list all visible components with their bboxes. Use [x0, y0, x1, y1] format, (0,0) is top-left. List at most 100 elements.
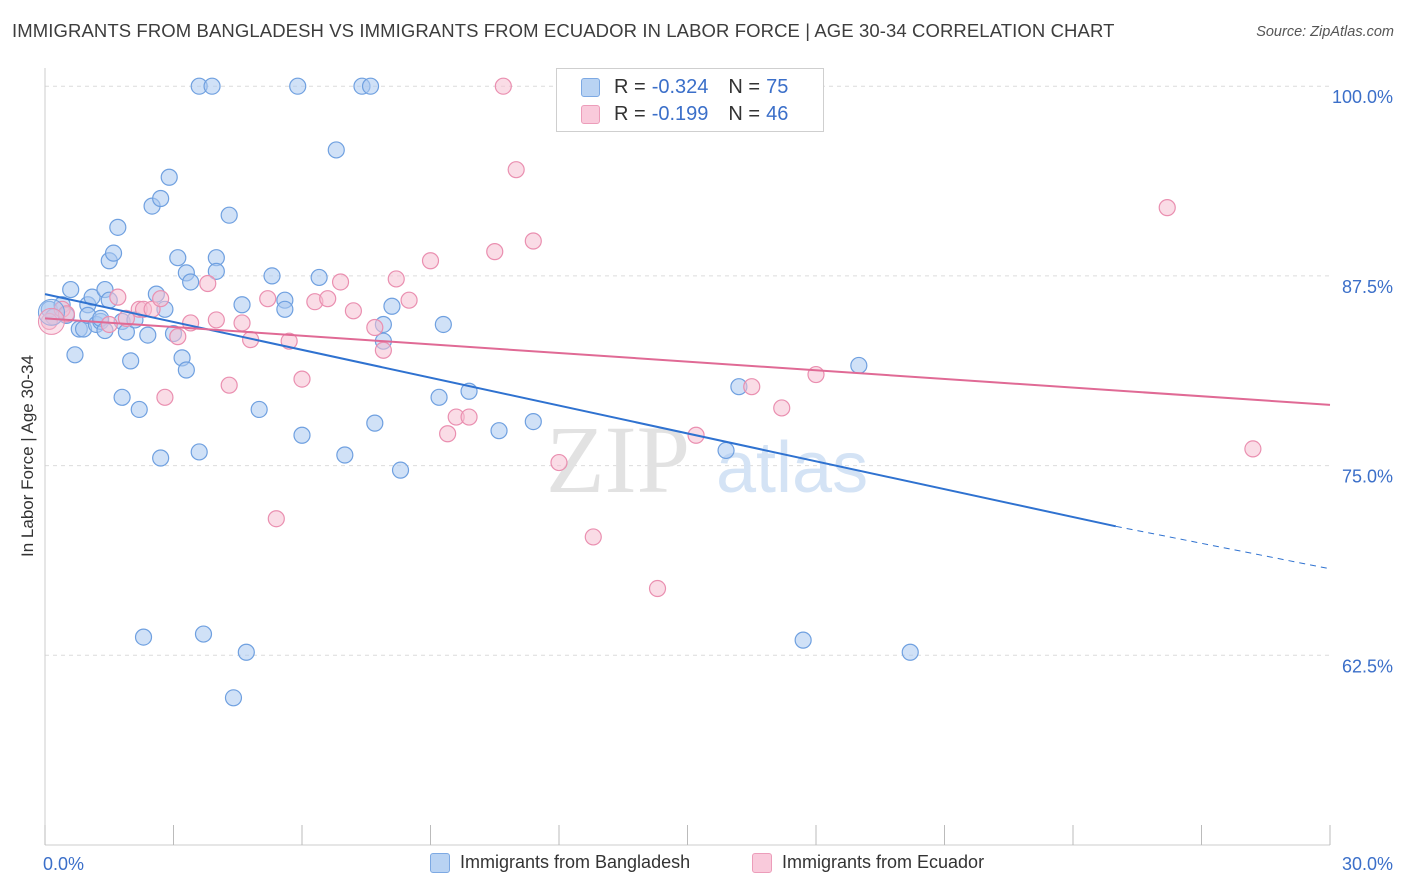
point-bangladesh: [190, 443, 208, 461]
point-bangladesh: [794, 631, 812, 649]
point-ecuador: [1244, 440, 1262, 458]
grid-lines: [45, 85, 1330, 656]
y-axis-label: In Labor Force | Age 30-34: [18, 355, 37, 557]
point-ecuador: [524, 232, 542, 250]
legend-swatch-blue: [581, 77, 600, 97]
point-ecuador: [169, 328, 187, 346]
legend-r-value: -0.199: [651, 102, 709, 125]
point-bangladesh: [160, 168, 178, 186]
point-bangladesh: [224, 689, 243, 707]
point-ecuador: [37, 307, 65, 335]
watermark-zip: ZIP: [546, 406, 690, 513]
point-ecuador: [486, 243, 504, 261]
point-ecuador: [584, 528, 602, 546]
y-tick-label: 100.0%: [1332, 87, 1393, 107]
point-bangladesh: [250, 400, 268, 419]
legend-row-bangladesh: R = -0.324 N = 75: [557, 73, 788, 101]
point-bangladesh: [391, 461, 410, 479]
point-ecuador: [267, 510, 285, 528]
point-bangladesh: [237, 643, 255, 661]
point-bangladesh: [122, 352, 140, 370]
point-bangladesh: [263, 267, 281, 285]
point-ecuador: [331, 273, 350, 291]
bottom-legend-ecuador: Immigrants from Ecuador: [752, 852, 984, 873]
point-bangladesh: [203, 77, 221, 95]
point-ecuador: [507, 161, 525, 179]
point-ecuador: [439, 425, 457, 443]
x-tick-label: 30.0%: [1342, 854, 1393, 874]
point-ecuador: [366, 318, 384, 337]
bottom-legend-label: Immigrants from Bangladesh: [460, 852, 691, 872]
point-ecuador: [156, 388, 174, 406]
point-bangladesh: [182, 273, 200, 291]
trend-line-bangladesh-extension: [1115, 525, 1331, 570]
tick-labels: 62.5% 75.0% 87.5% 100.0% 0.0% 30.0%: [43, 87, 1393, 874]
point-ecuador: [207, 311, 225, 329]
point-ecuador: [293, 370, 311, 388]
point-bangladesh: [293, 426, 311, 444]
bottom-legend-swatch-blue: [430, 852, 450, 873]
chart-title: IMMIGRANTS FROM BANGLADESH VS IMMIGRANTS…: [12, 20, 1115, 41]
legend-row-ecuador: R = -0.199 N = 46: [557, 100, 788, 128]
point-bangladesh: [310, 268, 328, 287]
point-ecuador: [220, 376, 238, 394]
point-ecuador: [117, 309, 135, 328]
axes: [44, 68, 1331, 846]
legend-n-value: 75: [766, 75, 789, 98]
point-bangladesh: [139, 326, 157, 344]
point-bangladesh: [524, 412, 542, 431]
point-bangladesh: [220, 206, 238, 224]
point-ecuador: [374, 341, 392, 359]
point-ecuador: [743, 378, 761, 396]
point-ecuador: [319, 290, 337, 308]
point-ecuador: [460, 408, 478, 426]
point-ecuador: [259, 290, 277, 308]
point-bangladesh: [113, 388, 131, 406]
watermark: ZIP atlas: [546, 406, 868, 513]
point-bangladesh: [66, 346, 84, 364]
y-tick-label: 62.5%: [1342, 656, 1393, 676]
point-bangladesh: [366, 414, 384, 432]
y-tick-label: 75.0%: [1342, 467, 1393, 487]
point-ecuador: [233, 314, 251, 332]
point-bangladesh: [276, 300, 294, 318]
y-tick-label: 87.5%: [1342, 277, 1393, 297]
bottom-legend-label: Immigrants from Ecuador: [782, 852, 985, 872]
point-bangladesh: [430, 388, 448, 406]
trend-line-bangladesh: [44, 293, 1117, 528]
point-bangladesh: [207, 262, 225, 280]
legend-r-label: R =: [614, 75, 646, 98]
point-bangladesh: [177, 361, 195, 379]
point-bangladesh: [130, 400, 148, 419]
point-ecuador: [494, 77, 512, 95]
point-bangladesh: [109, 218, 127, 236]
point-bangladesh: [233, 296, 251, 314]
x-tick-label: 0.0%: [43, 854, 84, 874]
legend-n-label: N =: [728, 75, 761, 98]
point-ecuador: [421, 252, 440, 270]
point-ecuador: [550, 453, 568, 472]
trend-lines: [44, 293, 1331, 570]
point-bangladesh: [327, 141, 345, 159]
legend-r-label: R =: [614, 102, 646, 125]
point-ecuador: [648, 579, 667, 598]
point-bangladesh: [361, 77, 380, 95]
point-ecuador: [100, 315, 118, 334]
point-bangladesh: [152, 189, 170, 208]
point-ecuador: [773, 399, 791, 417]
point-bangladesh: [169, 249, 187, 267]
point-bangladesh: [717, 441, 735, 460]
legend-r-value: -0.324: [651, 75, 709, 98]
point-ecuador: [1158, 199, 1176, 217]
point-ecuador: [280, 332, 298, 350]
point-ecuador: [344, 302, 362, 320]
correlation-legend: R = -0.324 N = 75 R = -0.199 N = 46: [556, 68, 824, 132]
bottom-legend-bangladesh: Immigrants from Bangladesh: [430, 852, 690, 873]
legend-swatch-pink: [581, 104, 600, 124]
bottom-legend-swatch-pink: [752, 852, 772, 873]
legend-n-value: 46: [766, 102, 789, 125]
point-bangladesh: [850, 356, 868, 375]
point-bangladesh: [434, 315, 452, 334]
trend-line-ecuador: [44, 317, 1331, 406]
